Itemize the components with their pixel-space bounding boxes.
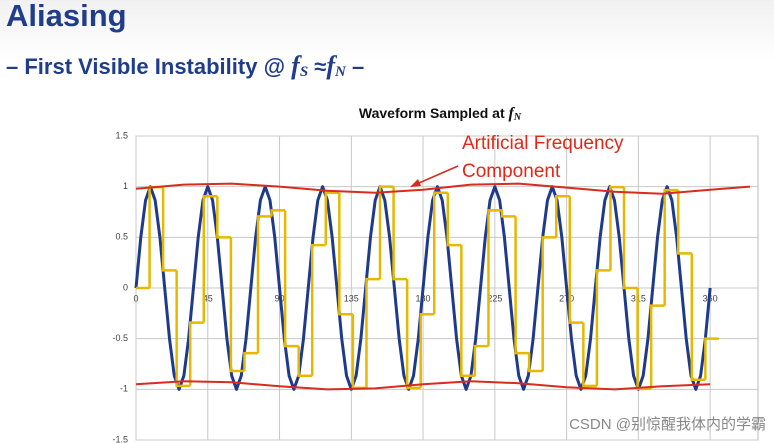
step-segment <box>188 321 204 386</box>
step-segment <box>690 253 706 382</box>
step-segment <box>473 344 489 376</box>
x-tick-label: 135 <box>344 293 359 303</box>
y-tick-label: 1 <box>123 181 128 191</box>
step-segment <box>677 190 692 255</box>
y-tick-label: 0 <box>123 282 128 292</box>
subtitle-text: – First Visible Instability @ <box>6 54 285 79</box>
chart-title-sub: N <box>513 112 522 123</box>
step-segment <box>243 351 259 371</box>
step-segment <box>270 209 286 217</box>
chart-title-text: Waveform Sampled at <box>359 105 505 121</box>
step-segment <box>622 187 638 290</box>
step-segment <box>297 346 313 378</box>
series-line <box>135 380 711 391</box>
step-segment <box>460 245 475 378</box>
watermark: CSDN @别惊醒我体内的学霸 <box>569 416 766 433</box>
step-segment <box>432 191 448 315</box>
step-segment <box>487 209 503 347</box>
step-segment <box>405 279 421 390</box>
annotation: Component <box>462 161 561 182</box>
subtitle-op: ≈ <box>314 54 326 79</box>
step-segment <box>636 288 652 391</box>
annotation: Artificial Frequency <box>462 133 624 154</box>
step-segment <box>175 270 191 388</box>
step-segment <box>649 304 665 389</box>
chart-title: Waveform Sampled at fN <box>359 105 522 124</box>
step-segment <box>338 192 353 316</box>
y-tick-label: 1.5 <box>115 130 128 140</box>
step-segment <box>704 337 719 380</box>
step-segment <box>256 215 272 354</box>
plot-area: 1.510.50-0.5-1-1.50 45 90 135 180 225 270 315 36… <box>112 130 759 443</box>
slide-subtitle: – First Visible Instability @ fS ≈fN – <box>6 51 364 84</box>
step-segment <box>514 216 530 355</box>
y-tick-label: -0.5 <box>112 333 128 343</box>
step-segment <box>554 194 570 238</box>
y-tick-label: -1 <box>120 384 128 394</box>
step-segment <box>378 185 394 280</box>
step-segment <box>365 277 381 388</box>
step-segment <box>541 236 557 371</box>
step-segment <box>500 210 516 218</box>
step-segment <box>324 191 340 246</box>
chart-title-var: f <box>509 105 516 122</box>
step-segment <box>216 196 231 239</box>
series-line <box>135 182 751 195</box>
subtitle-sub: N <box>334 64 347 80</box>
step-segment <box>419 312 435 388</box>
subtitle-sub: S <box>300 64 308 80</box>
x-tick-label: 0 <box>133 293 138 303</box>
annotation-arrow <box>411 165 459 187</box>
step-segment <box>161 187 177 272</box>
step-segment <box>527 353 543 373</box>
step-segment <box>663 188 679 306</box>
step-segment <box>609 185 625 271</box>
subtitle-text: – <box>352 54 364 79</box>
y-tick-label: 0.5 <box>115 232 128 242</box>
y-tick-label: -1.5 <box>112 434 128 443</box>
x-tick-label: 225 <box>487 293 502 303</box>
step-segment <box>595 269 611 386</box>
step-segment <box>229 237 245 373</box>
step-segment <box>582 322 597 388</box>
series-line <box>134 185 712 391</box>
arrow-head <box>410 179 421 187</box>
step-segment <box>446 192 462 247</box>
step-segment <box>568 196 584 324</box>
step-segment <box>202 194 218 323</box>
step-segment <box>392 186 408 281</box>
slide-title: Aliasing <box>6 0 127 33</box>
subtitle-var: f <box>326 51 337 80</box>
step-segment <box>310 243 326 376</box>
subtitle-var: f <box>291 51 302 80</box>
x-tick-label: 45 <box>203 293 213 303</box>
step-segment <box>283 210 299 348</box>
